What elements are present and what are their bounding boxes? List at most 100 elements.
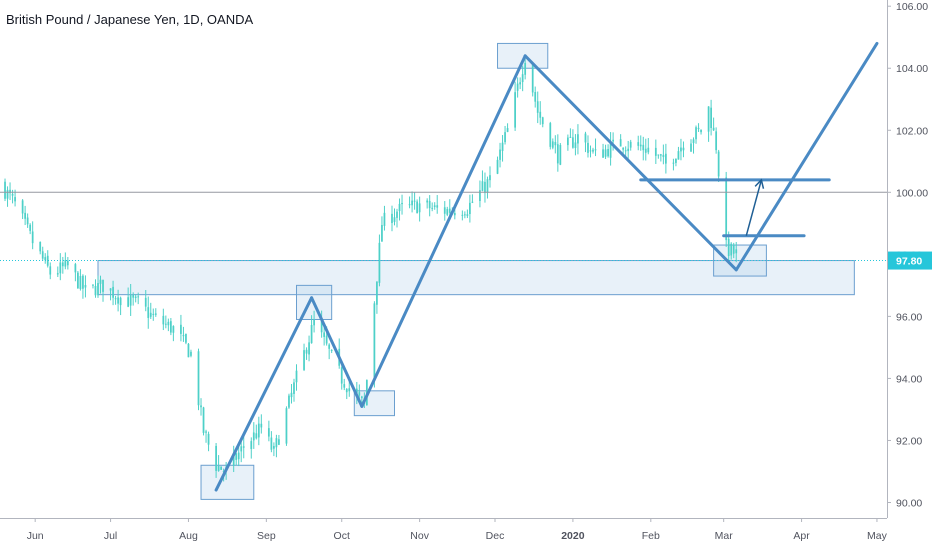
time-tick-label: Aug <box>179 530 198 542</box>
candle-body <box>680 147 682 152</box>
candle-body <box>675 159 677 163</box>
candle-body <box>61 262 64 267</box>
candle-body <box>97 283 99 296</box>
time-axis-background[interactable] <box>0 518 887 550</box>
time-tick-label: Jul <box>104 530 117 542</box>
candle-body <box>330 349 333 351</box>
candle-body <box>654 147 657 156</box>
candle-body <box>260 423 263 428</box>
candle-body <box>609 141 612 158</box>
candle-body <box>504 132 506 143</box>
candle-body <box>730 243 733 256</box>
candle-body <box>644 148 647 153</box>
candle-body <box>584 133 587 143</box>
candle-body <box>727 238 730 257</box>
candle-body <box>463 214 466 216</box>
candle-body <box>627 148 630 152</box>
candle-body <box>710 107 712 129</box>
candle-body <box>257 423 260 438</box>
candle-body <box>471 201 474 203</box>
candle-body <box>114 298 117 300</box>
candle-body <box>31 231 34 244</box>
candle-body <box>275 438 278 448</box>
candle-body <box>391 213 393 224</box>
candle-body <box>433 205 436 208</box>
candle-body <box>215 445 217 471</box>
candle-body <box>469 202 471 215</box>
price-tick-label: 92.00 <box>896 435 922 447</box>
time-tick-label: Apr <box>793 530 810 542</box>
candle-body <box>190 351 192 356</box>
candle-body <box>41 251 44 259</box>
candle-body <box>360 396 363 399</box>
candle-body <box>49 266 52 275</box>
pattern-lines-layer <box>214 41 879 492</box>
candle-body <box>109 288 112 291</box>
candle-body <box>345 389 348 393</box>
candle-body <box>436 205 439 208</box>
candle-body <box>24 212 27 219</box>
candle-body <box>164 323 167 325</box>
pattern-line-1 <box>310 296 364 408</box>
pattern-line-0 <box>214 296 314 492</box>
candle-body <box>707 106 710 132</box>
candle-body <box>567 137 569 146</box>
candle-body <box>119 297 122 306</box>
candle-body <box>607 148 609 157</box>
candle-body <box>519 82 522 85</box>
candle-body <box>677 151 680 160</box>
candle-body <box>574 142 577 149</box>
candle-body <box>725 177 728 241</box>
candle-body <box>255 433 258 439</box>
candle-body <box>672 162 675 164</box>
candle-body <box>46 255 49 266</box>
candle-body <box>398 203 401 212</box>
price-tick-label: 106.00 <box>896 1 928 13</box>
candle-body <box>642 144 645 151</box>
zone-box-0 <box>97 260 855 296</box>
candle-body <box>285 408 288 444</box>
candles-layer <box>4 56 738 482</box>
price-axis-background[interactable] <box>887 0 932 550</box>
candle-body <box>56 273 59 275</box>
price-tick-label: 104.00 <box>896 63 928 75</box>
candle-body <box>373 303 376 381</box>
candle-body <box>393 217 396 222</box>
candle-body <box>205 431 207 433</box>
candle-body <box>569 136 572 138</box>
candle-body <box>117 297 119 304</box>
time-tick-label: Nov <box>410 530 429 542</box>
candle-body <box>411 200 413 206</box>
candle-body <box>657 154 660 156</box>
candle-body <box>489 175 491 181</box>
candle-body <box>559 145 562 165</box>
price-tick-label: 96.00 <box>896 311 922 323</box>
candle-body <box>506 128 509 132</box>
candle-body <box>690 143 692 152</box>
candle-body <box>358 392 361 396</box>
candle-body <box>273 446 275 449</box>
candle-body <box>448 208 451 213</box>
candle-body <box>185 333 187 343</box>
candle-body <box>252 432 255 441</box>
candle-body <box>479 190 481 202</box>
time-tick-label: Oct <box>334 530 350 542</box>
chart-title: British Pound / Japanese Yen, 1D, OANDA <box>6 12 253 27</box>
candle-body <box>102 279 104 292</box>
candle-body <box>732 244 735 254</box>
candle-body <box>295 370 298 383</box>
price-tick-label: 100.00 <box>896 187 928 199</box>
candle-body <box>323 332 326 337</box>
candle-body <box>697 127 700 129</box>
candle-body <box>396 211 398 218</box>
candle-body <box>44 257 47 261</box>
candle-body <box>378 242 381 283</box>
candle-body <box>629 141 632 148</box>
candle-body <box>270 437 273 450</box>
candle-body <box>39 241 42 252</box>
candle-body <box>619 139 622 147</box>
candle-body <box>539 111 542 118</box>
candle-body <box>521 74 524 83</box>
candle-body <box>486 179 489 193</box>
